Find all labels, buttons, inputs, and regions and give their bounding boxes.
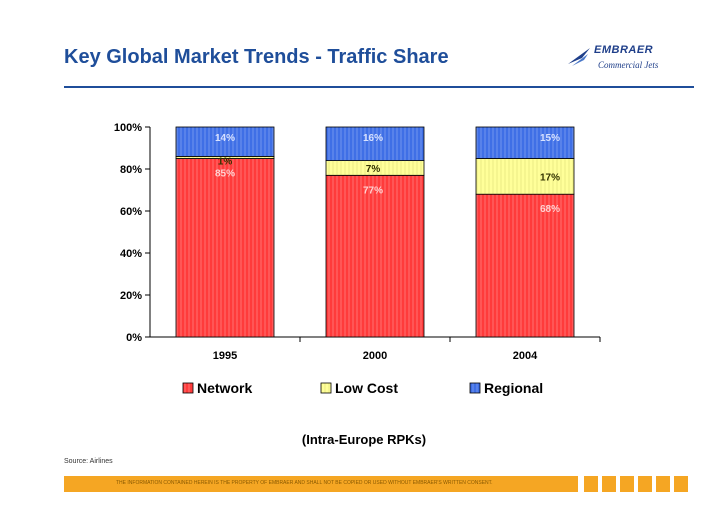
page-title: Key Global Market Trends - Traffic Share <box>64 46 449 68</box>
data-label-network-1995: 85% <box>215 169 235 180</box>
chart-axes: 0% 20% 40% 60% 80% 100% 1995 2000 2004 <box>114 122 601 362</box>
legend-swatch-regional <box>469 382 481 394</box>
data-label-network-2000: 77% <box>363 185 383 196</box>
y-tick-label: 20% <box>120 290 142 302</box>
footer-block <box>638 476 652 492</box>
data-label-regional-2004: 15% <box>540 133 560 144</box>
footer-block <box>674 476 688 492</box>
source-note: Source: Airlines <box>64 458 113 465</box>
legend-label-network: Network <box>197 380 252 396</box>
bar-low-cost-2004 <box>475 158 575 195</box>
y-tick-label: 80% <box>120 164 142 176</box>
footer-block <box>602 476 616 492</box>
footer-notice: THE INFORMATION CONTAINED HEREIN IS THE … <box>116 480 493 486</box>
embraer-logo-icon <box>568 48 590 66</box>
legend-label-low-cost: Low Cost <box>335 380 398 396</box>
embraer-logo: EMBRAER Commercial Jets <box>566 40 706 82</box>
logo-brand-text: EMBRAER <box>594 44 654 56</box>
data-label-low-cost-2004: 17% <box>540 172 560 183</box>
chart-data-labels: 85% 1% 14% 77% 7% 16% 68% 17% 15% <box>215 133 560 215</box>
x-tick-label: 2004 <box>513 350 538 362</box>
footer-block <box>584 476 598 492</box>
data-label-low-cost-2000: 7% <box>366 164 381 175</box>
legend-swatch-network <box>182 382 194 394</box>
y-tick-label: 0% <box>126 332 142 344</box>
bar-regional-2000 <box>325 126 425 161</box>
chart-legend: Network Low Cost Regional <box>182 380 543 396</box>
y-tick-label: 40% <box>120 248 142 260</box>
data-label-regional-1995: 14% <box>215 133 235 144</box>
bar-regional-2004 <box>475 126 575 159</box>
footer-block <box>620 476 634 492</box>
data-label-regional-2000: 16% <box>363 133 383 144</box>
chart-bars <box>175 126 575 338</box>
bar-network-2004 <box>475 193 575 338</box>
bar-network-1995 <box>175 158 275 338</box>
legend-label-regional: Regional <box>484 380 543 396</box>
legend-swatch-low-cost <box>320 382 332 394</box>
x-tick-label: 2000 <box>363 350 387 362</box>
unit-label: (Intra-Europe RPKs) <box>301 432 427 447</box>
data-label-network-2004: 68% <box>540 204 560 215</box>
traffic-share-chart: 0% 20% 40% 60% 80% 100% 1995 2000 2004 85% 1% 14% 7… <box>114 122 601 396</box>
x-tick-label: 1995 <box>213 350 237 362</box>
y-tick-label: 60% <box>120 206 142 218</box>
title-divider <box>64 86 694 88</box>
logo-subtitle: Commercial Jets <box>598 60 659 70</box>
bar-network-2000 <box>325 174 425 338</box>
bar-regional-1995 <box>175 126 275 157</box>
footer-bar: THE INFORMATION CONTAINED HEREIN IS THE … <box>64 476 578 492</box>
footer-block <box>656 476 670 492</box>
data-label-low-cost-1995: 1% <box>218 156 233 167</box>
y-tick-label: 100% <box>114 122 142 134</box>
